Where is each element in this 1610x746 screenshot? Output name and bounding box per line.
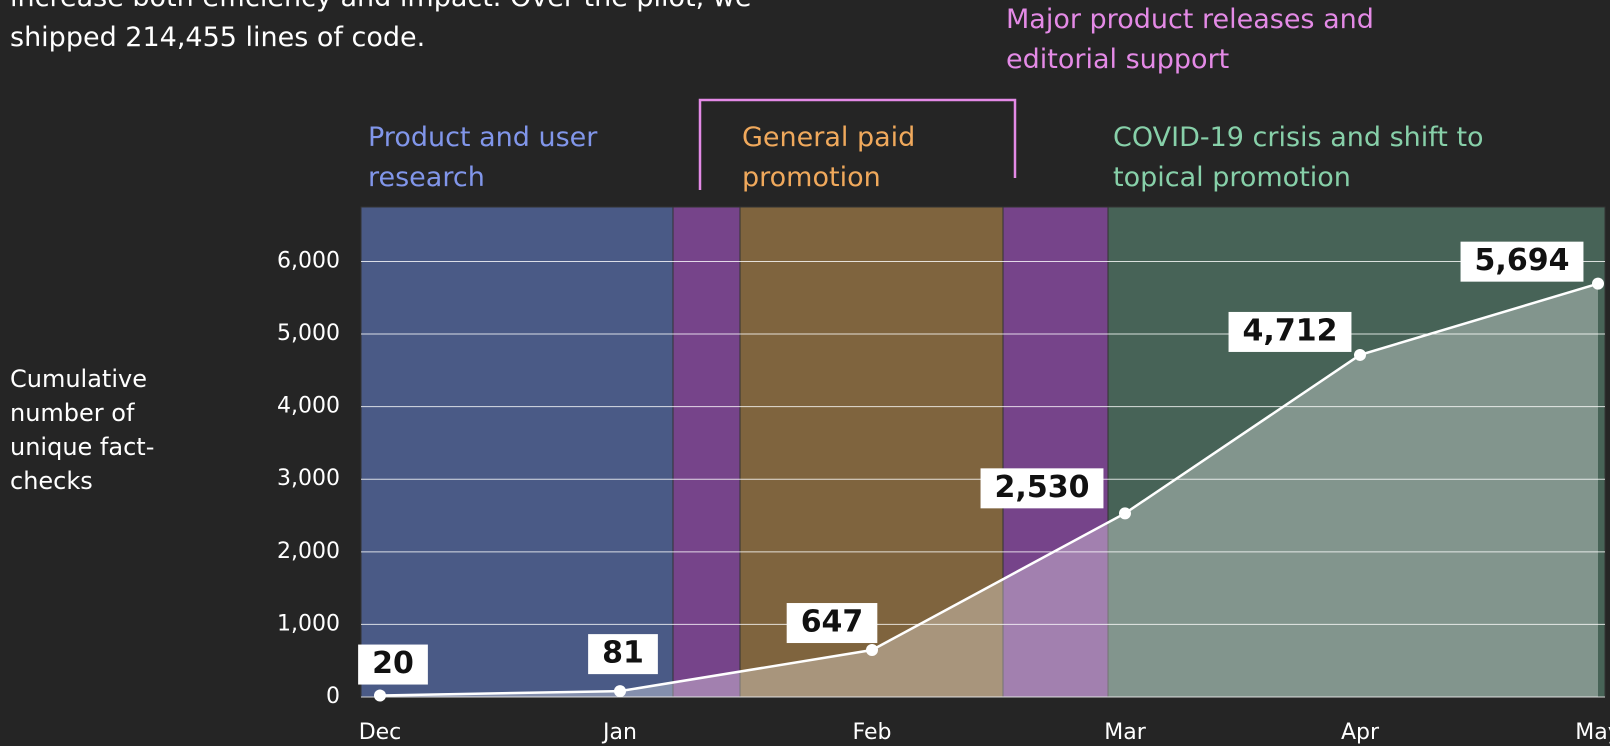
- x-tick-label: Dec: [359, 720, 402, 745]
- point: [866, 644, 878, 657]
- band: [1002, 206, 1109, 698]
- point: [374, 689, 386, 702]
- band-label: Product and user research: [368, 122, 598, 193]
- y-tick-label: 1,000: [277, 611, 340, 636]
- y-tick-label: 0: [326, 684, 340, 709]
- value-label: 4,712: [1228, 311, 1352, 352]
- point: [1119, 507, 1131, 520]
- bracket: [698, 98, 1017, 190]
- intro-line: shipped 214,455 lines of code.: [10, 22, 426, 53]
- value-label-box: [358, 644, 428, 685]
- value-label-text: 20: [372, 646, 414, 681]
- band: [672, 206, 741, 698]
- value-label-box: [786, 603, 878, 644]
- intro-line: increase both efficiency and impact. Ove…: [10, 0, 752, 18]
- point: [1354, 348, 1366, 361]
- band-label: Major product releases and editorial sup…: [1006, 4, 1374, 75]
- value-label-text: 81: [602, 636, 644, 671]
- line: [379, 282, 1599, 697]
- value-label-box: [1460, 241, 1584, 282]
- x-tick-label: Jan: [601, 720, 637, 745]
- value-label-text: 2,530: [995, 470, 1090, 505]
- y-tick-label: 2,000: [277, 539, 340, 564]
- point: [614, 685, 626, 698]
- x-tick-label: Apr: [1341, 720, 1380, 745]
- point: [1592, 277, 1604, 290]
- value-label-box: [588, 634, 658, 675]
- value-label-text: 647: [801, 605, 864, 640]
- value-label-box: [1228, 311, 1352, 352]
- x-tick-label: Mar: [1104, 720, 1146, 745]
- x-tick-label: May: [1575, 720, 1610, 745]
- band-label: COVID-19 crisis and shift to topical pro…: [1113, 122, 1484, 193]
- y-axis-label: Cumulative number of unique fact-checks: [10, 365, 155, 495]
- y-tick-label: 3,000: [277, 466, 340, 491]
- value-label-text: 5,694: [1475, 243, 1570, 278]
- area: [380, 283, 1598, 697]
- value-label: 81: [588, 634, 658, 675]
- x-tick-label: Feb: [853, 720, 892, 745]
- y-tick-label: 4,000: [277, 394, 340, 419]
- y-tick-label: 6,000: [277, 248, 340, 273]
- y-tick-label: 5,000: [277, 321, 340, 346]
- band: [1107, 206, 1606, 698]
- value-label-box: [980, 468, 1104, 509]
- value-label: 647: [786, 603, 878, 644]
- value-label: 20: [358, 644, 428, 685]
- value-label-text: 4,712: [1243, 313, 1338, 348]
- band-label: General paid promotion: [742, 122, 916, 193]
- value-label: 2,530: [980, 468, 1104, 509]
- value-label: 5,694: [1460, 241, 1584, 282]
- band: [360, 206, 674, 698]
